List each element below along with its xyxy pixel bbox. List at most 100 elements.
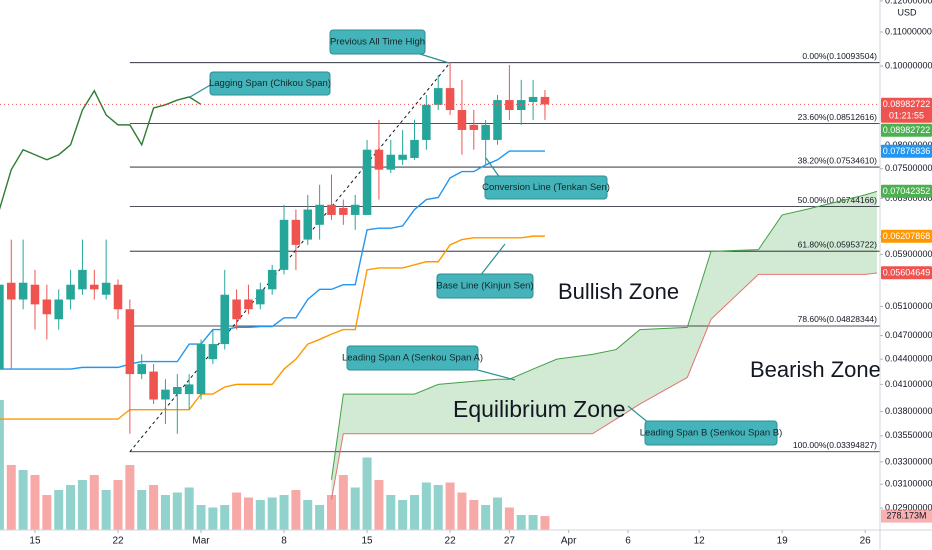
price-tag: [881, 184, 932, 198]
volume-bar: [66, 485, 76, 530]
volume-bar: [445, 482, 455, 530]
candle-body: [78, 269, 87, 290]
candle-body: [244, 299, 253, 310]
volume-bar: [504, 507, 514, 530]
price-tag: [881, 266, 932, 280]
callout-text: Base Line (Kinjun Sen): [436, 281, 533, 292]
volume-bar: [315, 505, 325, 530]
y-tick-label: 0.03100000: [885, 479, 932, 489]
zone-label: Bullish Zone: [558, 279, 679, 304]
x-tick-label: 22: [445, 536, 457, 547]
candle-body: [291, 219, 301, 245]
price-tag: [881, 123, 932, 137]
candle-body: [505, 100, 514, 111]
indicator-line: [330, 190, 878, 480]
candle-body: [481, 124, 490, 140]
volume-bar: [279, 495, 289, 530]
fib-label: 61.80%(0.05953722): [798, 239, 878, 249]
time-axis-bg: [0, 530, 880, 550]
volume-bar: [196, 505, 206, 530]
x-tick-label: 6: [625, 536, 631, 547]
callout-text: Previous All Time High: [330, 37, 425, 48]
fib-label: 78.60%(0.04828344): [798, 314, 878, 324]
price-tag-label: 0.08982722: [883, 99, 931, 109]
volume-bar: [149, 485, 159, 530]
y-tick-label: 0.04700000: [885, 330, 932, 340]
volume-bar: [208, 507, 218, 530]
x-tick-label: 15: [29, 536, 41, 547]
currency-label: USD: [897, 7, 917, 17]
y-tick-label: 0.02900000: [885, 502, 932, 512]
callout-pointer: [479, 243, 506, 277]
candle-body: [208, 344, 218, 360]
volume-bar: [255, 500, 265, 530]
price-tag-label: 0.06207868: [883, 231, 931, 241]
price-tag-label: 0.08982722: [883, 125, 931, 135]
cloud: [331, 191, 878, 500]
candle-body: [279, 219, 289, 270]
volume-bar: [220, 505, 230, 530]
volume-bar: [77, 480, 87, 530]
countdown-label: 01:21:55: [889, 111, 924, 121]
candle-body: [445, 88, 455, 111]
callout: Lagging Span (Chikou Span): [189, 71, 331, 98]
volume-bar: [232, 492, 242, 530]
volume-bar: [303, 500, 313, 530]
callout-text: Leading Span B (Senkou Span B): [640, 428, 783, 439]
callout-box: [484, 175, 608, 200]
candle-body: [125, 309, 135, 375]
volume-bar: [326, 495, 336, 530]
price-tag: [881, 144, 932, 158]
y-tick-label: 0.06900000: [885, 193, 932, 203]
callout-pointer: [469, 367, 516, 381]
volume-bar: [137, 490, 147, 530]
candle-body: [386, 154, 396, 170]
candle-body: [220, 294, 230, 345]
callout: Leading Span A (Senkou Span A): [342, 345, 516, 381]
x-tick-label: 22: [112, 536, 124, 547]
candle-body: [256, 289, 265, 305]
y-tick-label: 0.11000000: [885, 26, 932, 36]
candle-body: [350, 204, 360, 215]
callout-box: [346, 345, 479, 371]
x-tick-label: 12: [694, 536, 706, 547]
candle-body: [267, 269, 277, 290]
candle-body: [232, 299, 241, 320]
y-tick-label: 0.03800000: [885, 406, 932, 416]
candle-body: [101, 282, 111, 295]
candle-body: [196, 344, 206, 395]
volume-bar: [113, 480, 123, 530]
volume-bar: [469, 500, 479, 530]
candle-body: [410, 139, 419, 158]
candle-body: [493, 100, 502, 140]
candle-body: [303, 209, 313, 240]
y-tick-label: 0.12000000: [885, 0, 932, 5]
volume-bar: [291, 490, 301, 530]
candle-body: [149, 371, 158, 400]
volume-bar: [386, 495, 396, 530]
callout: Previous All Time High: [329, 29, 450, 64]
volume-bar: [125, 465, 135, 530]
volume-bar: [172, 492, 182, 530]
volume-tag: [881, 509, 932, 523]
plot: 0.00%(0.10093504) 23.60%(0.08512616) 38.20…: [0, 51, 880, 530]
candle-body: [161, 389, 170, 400]
volume-bar: [42, 495, 52, 530]
volume-bar: [350, 487, 360, 530]
fib-label: 0.00%(0.10093504): [802, 51, 877, 61]
volume-bar: [18, 470, 28, 530]
fib-label: 50.00%(0.06744166): [798, 195, 878, 205]
volume-bar: [493, 497, 503, 530]
indicator-line: [330, 272, 878, 500]
callout: Conversion Line (Tenkan Sen): [482, 157, 610, 200]
x-tick-label: Mar: [192, 536, 210, 547]
candle-body: [30, 284, 40, 305]
volume-bar: [540, 516, 550, 530]
indicator-line: [0, 150, 545, 370]
x-tick-label: Apr: [561, 536, 577, 547]
candle-body: [422, 104, 431, 140]
callout-box: [436, 273, 534, 299]
x-tick-label: 19: [777, 536, 789, 547]
